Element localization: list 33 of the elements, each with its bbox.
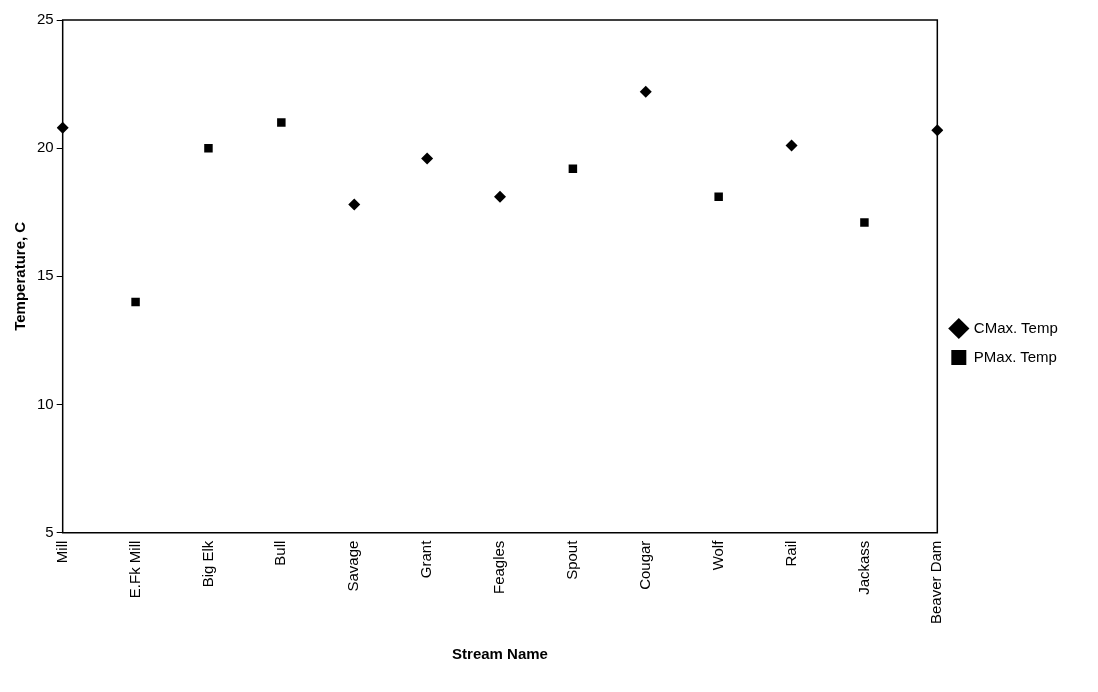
point (348, 198, 361, 211)
point (421, 152, 434, 165)
point (785, 139, 798, 152)
y-axis-title: Temperature, C (11, 221, 29, 331)
y-tick-label: 15 (37, 266, 54, 284)
x-tick-label: Grant (417, 539, 435, 579)
y-tick-label: 25 (37, 10, 54, 28)
point (494, 190, 506, 203)
x-tick-label: Beaver Dam (927, 540, 945, 625)
x-tick-label: Rail (781, 540, 799, 567)
x-tick-label: Savage (344, 540, 362, 592)
x-tick-label: Mill (52, 540, 70, 564)
point (860, 218, 869, 227)
y-tick-label: 20 (37, 138, 54, 156)
x-tick-label: Bull (271, 540, 289, 566)
x-tick-label: Big Elk (198, 540, 216, 588)
x-tick-label: Feagles (490, 540, 508, 595)
x-axis-title: Stream Name (452, 645, 548, 663)
x-tick-label: Jackass (854, 540, 872, 595)
y-tick-label: 10 (37, 394, 54, 412)
point (204, 143, 213, 153)
point (277, 118, 286, 127)
legend-label: CMax. Temp (973, 318, 1058, 336)
y-tick-label: 5 (45, 522, 54, 540)
x-tick-label: Cougar (635, 540, 653, 590)
legend-label: PMax. Temp (973, 347, 1057, 365)
point (714, 192, 723, 202)
x-tick-label: E.Fk Mill (125, 540, 143, 599)
x-tick-label: Wolf (708, 539, 726, 571)
point (568, 164, 578, 173)
point (131, 297, 140, 307)
point (639, 85, 652, 98)
x-tick-label: Spout (563, 539, 581, 580)
